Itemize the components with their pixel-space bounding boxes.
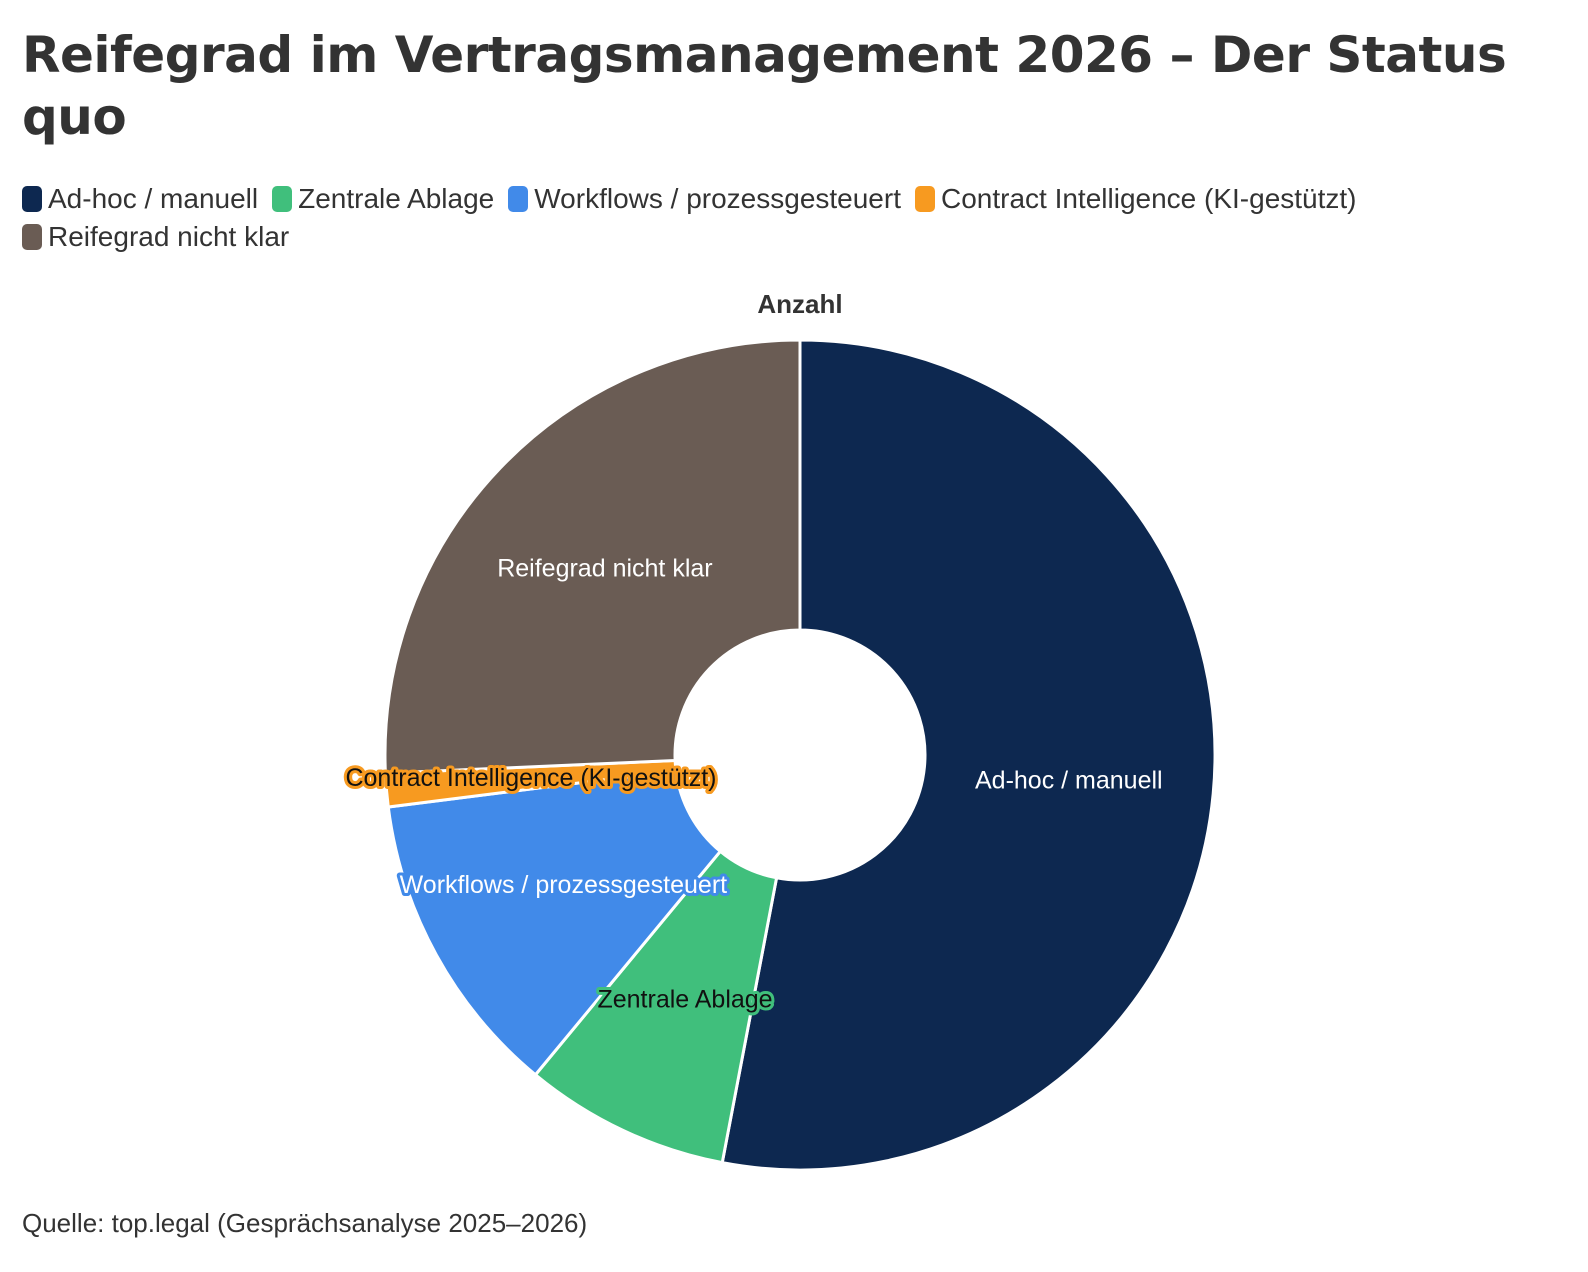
slice-reifegrad-nicht-klar[interactable]	[383, 338, 802, 775]
legend: Ad-hoc / manuell Zentrale Ablage Workflows…	[22, 184, 1562, 252]
legend-label: Zentrale Ablage	[298, 183, 495, 214]
legend-item-ad-hoc-manuell[interactable]: Ad-hoc / manuell	[22, 184, 258, 214]
legend-swatch	[272, 186, 293, 212]
slice-label-workflows-prozessgesteuert: Workflows / prozessgesteuert	[400, 871, 727, 899]
legend-swatch	[914, 186, 935, 212]
slice-label-reifegrad-nicht-klar: Reifegrad nicht klar	[497, 554, 712, 582]
series-title: Anzahl	[757, 289, 842, 319]
slices	[383, 338, 1217, 1172]
legend-swatch	[22, 186, 42, 212]
slice-ad-hoc-manuell[interactable]	[720, 338, 1217, 1172]
legend-item-contract-intelligence-ki-gest-tzt[interactable]: Contract Intelligence (KI-gestützt)	[914, 183, 1357, 214]
slice-label-ad-hoc-manuell: Ad-hoc / manuell	[975, 766, 1163, 794]
legend-label: Reifegrad nicht klar	[48, 221, 290, 252]
legend-swatch	[508, 186, 529, 212]
legend-item-workflows-prozessgesteuert[interactable]: Workflows / prozessgesteuert	[508, 184, 901, 214]
slice-workflows-prozessgesteuert[interactable]	[386, 768, 723, 1077]
slice-labels: Ad-hoc / manuell Zentrale Ablage Workflows…	[342, 554, 1163, 1016]
donut-chart: Anzahl Ad-hoc / manuell Zentrale Ablage Wo…	[342, 289, 1217, 1172]
legend-label: Workflows / prozessgesteuert	[534, 183, 901, 214]
chart-title: Reifegrad im Vertragsmanagement 2026 – D…	[22, 26, 1507, 146]
slice-label-contract-intelligence-ki-gest-tzt: Contract Intelligence (KI-gestützt)	[345, 764, 716, 792]
slice-label-zentrale-ablage: Zentrale Ablage	[597, 985, 772, 1013]
legend-item-zentrale-ablage[interactable]: Zentrale Ablage	[272, 184, 494, 214]
slice-zentrale-ablage[interactable]	[533, 849, 779, 1165]
legend-label: Contract Intelligence (KI-gestützt)	[940, 183, 1357, 214]
legend-swatch	[22, 224, 42, 250]
legend-item-reifegrad-nicht-klar[interactable]: Reifegrad nicht klar	[22, 222, 289, 252]
legend-label: Ad-hoc / manuell	[48, 183, 259, 214]
source-note: Quelle: top.legal (Gesprächsanalyse 2025…	[22, 1208, 588, 1238]
